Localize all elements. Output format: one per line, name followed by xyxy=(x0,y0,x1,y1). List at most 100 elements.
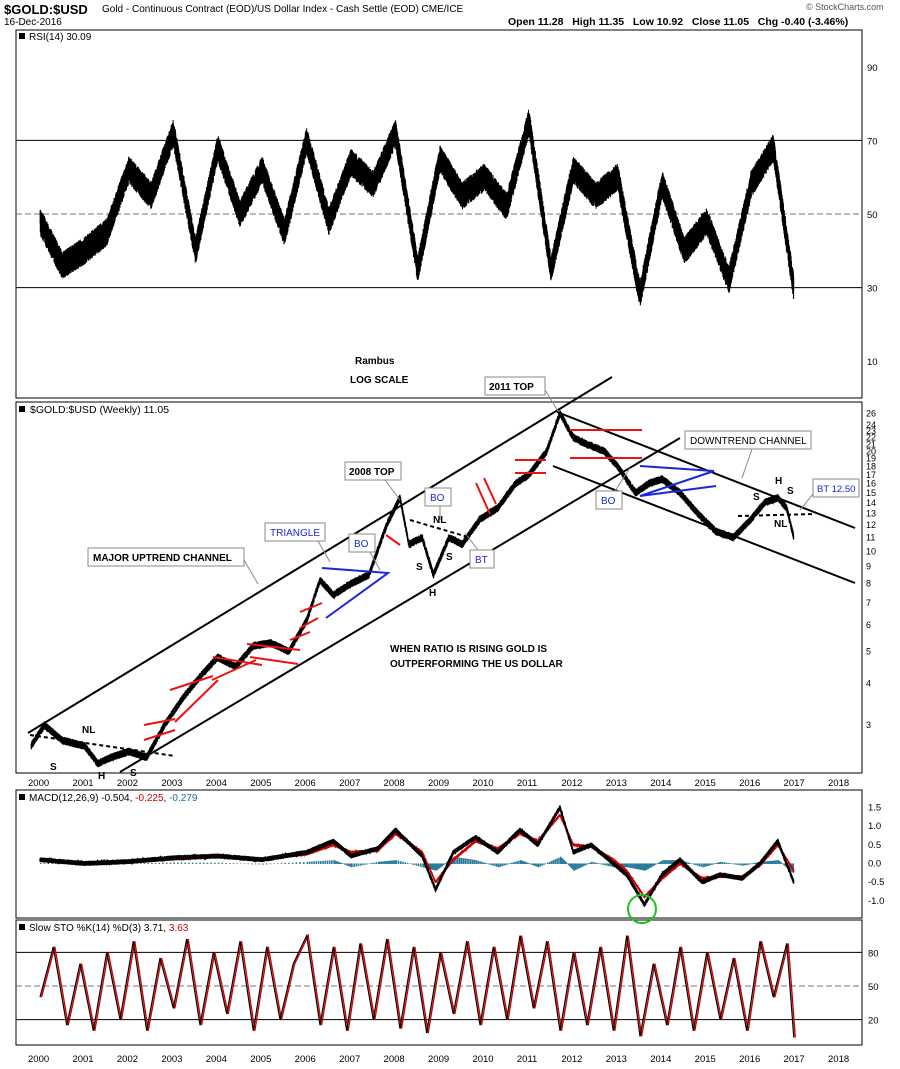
note-line-1: WHEN RATIO IS RISING GOLD IS xyxy=(390,644,547,655)
sto-x-tick: 2007 xyxy=(339,1054,360,1065)
macd-histogram-bar xyxy=(210,862,212,864)
macd-histogram-bar xyxy=(132,863,135,864)
macd-histogram-bar xyxy=(311,861,313,864)
macd-histogram-bar xyxy=(262,863,264,865)
sto-series-group: 80 50 20 2000 2001 2002 2003 2004 2005 2006 2007 20… xyxy=(16,933,879,1065)
macd-histogram-bar xyxy=(672,860,675,864)
macd-histogram-bar xyxy=(499,863,502,867)
macd-histogram-bar xyxy=(558,857,560,864)
price-y-tick: 7 xyxy=(866,598,871,608)
sto-x-tick: 2013 xyxy=(606,1054,627,1065)
macd-histogram-bar xyxy=(521,860,524,864)
price-y-tick: 19 xyxy=(866,454,876,464)
macd-histogram-bar xyxy=(380,861,383,864)
callout-major-uptrend-box xyxy=(87,547,245,567)
macd-histogram-bar xyxy=(497,863,500,868)
macd-histogram-bar xyxy=(333,860,335,864)
macd-histogram-bar xyxy=(306,861,309,864)
macd-histogram-bar xyxy=(537,863,540,868)
macd-histogram-bar xyxy=(385,861,387,864)
macd-histogram-bar xyxy=(665,860,667,864)
macd-histogram-bar xyxy=(746,863,749,865)
macd-histogram-bar xyxy=(295,862,298,864)
macd-histogram-bar xyxy=(738,863,741,866)
sto-x-tick: 2010 xyxy=(472,1054,493,1065)
macd-histogram-bar xyxy=(589,862,592,864)
sto-x-tick: 2009 xyxy=(428,1054,449,1065)
macd-histogram-bar xyxy=(788,863,791,870)
macd-histogram-bar xyxy=(533,863,535,866)
macd-histogram-bar xyxy=(654,863,657,865)
macd-histogram-bar xyxy=(431,863,433,870)
sto-x-tick: 2017 xyxy=(784,1054,805,1065)
callout-triangle-text: TRIANGLE xyxy=(270,528,320,539)
macd-histogram-bar xyxy=(721,862,724,864)
sto-y-tick: 80 xyxy=(868,948,879,959)
macd-histogram-bar xyxy=(703,863,706,867)
macd-histogram-bar xyxy=(353,863,355,867)
price-y-tick: 20 xyxy=(866,446,876,456)
neckline-2016-line xyxy=(737,513,816,517)
macd-histogram-bar xyxy=(334,860,337,864)
sto-x-tick: 2012 xyxy=(561,1054,582,1065)
macd-histogram-bar xyxy=(492,863,494,866)
macd-histogram-bar xyxy=(638,863,641,870)
macd-histogram-bar xyxy=(591,861,593,864)
macd-histogram-bar xyxy=(748,863,750,865)
macd-histogram-bar xyxy=(696,863,699,866)
macd-histogram-bar xyxy=(754,862,756,864)
rsi-y-tick: 10 xyxy=(867,357,878,368)
macd-histogram-bar xyxy=(503,863,505,866)
macd-histogram-bar xyxy=(518,860,520,864)
red-flag xyxy=(174,679,219,723)
rsi-y-tick: 90 xyxy=(867,63,878,74)
callout-bo-box xyxy=(424,487,452,507)
macd-histogram-bar xyxy=(165,862,168,864)
sto-x-tick: 2001 xyxy=(72,1054,93,1065)
sto-x-tick: 2000 xyxy=(28,1054,49,1065)
macd-histogram-bar xyxy=(725,862,728,864)
macd-histogram-bar xyxy=(611,863,614,867)
macd-histogram-bar xyxy=(357,863,360,867)
sto-x-tick: 2004 xyxy=(206,1054,227,1065)
macd-histogram-bar xyxy=(240,863,242,864)
price-y-tick: 24 xyxy=(866,420,876,430)
price-panel xyxy=(15,401,863,774)
s-label: S xyxy=(446,552,453,563)
macd-histogram-bar xyxy=(391,860,393,864)
macd-histogram-bar xyxy=(541,863,544,866)
macd-histogram-bar xyxy=(328,860,331,864)
macd-histogram-bar xyxy=(273,863,275,865)
macd-histogram-bar xyxy=(524,861,527,864)
macd-histogram-bar xyxy=(527,862,530,864)
macd-histogram-bar xyxy=(337,861,340,864)
symbol: $GOLD:$USD xyxy=(4,2,88,17)
macd-histogram-bar xyxy=(723,862,726,864)
macd-histogram-bar xyxy=(629,863,632,868)
s-label: S xyxy=(130,768,137,779)
macd-histogram-bar xyxy=(313,861,315,864)
macd-histogram-bar xyxy=(464,858,467,864)
macd-histogram-bar xyxy=(444,863,447,864)
macd-histogram-bar xyxy=(411,863,413,865)
macd-histogram-bar xyxy=(565,862,568,864)
macd-histogram-bar xyxy=(687,862,690,864)
macd-histogram-bar xyxy=(657,862,660,864)
macd-histogram-bar xyxy=(520,860,522,864)
uptrend-channel-upper xyxy=(27,376,613,734)
macd-histogram-bar xyxy=(727,862,730,864)
macd-histogram-bar xyxy=(666,860,669,864)
macd-y-tick: 0.5 xyxy=(868,840,881,851)
macd-histogram-bar xyxy=(776,860,778,864)
macd-histogram-bar xyxy=(466,858,468,864)
macd-histogram-bar xyxy=(588,863,590,864)
macd-histogram-bar xyxy=(342,863,344,864)
macd-histogram-bar xyxy=(640,863,642,870)
callout-major-uptrend: MAJOR UPTREND CHANNEL xyxy=(87,547,259,585)
macd-histogram-bar xyxy=(382,861,384,864)
callout-bt-box xyxy=(469,549,495,569)
macd-histogram-bar xyxy=(767,861,770,864)
price-x-tick: 2005 xyxy=(250,778,271,789)
macd-histogram-bar xyxy=(339,862,341,864)
macd-histogram-bar xyxy=(482,862,485,864)
